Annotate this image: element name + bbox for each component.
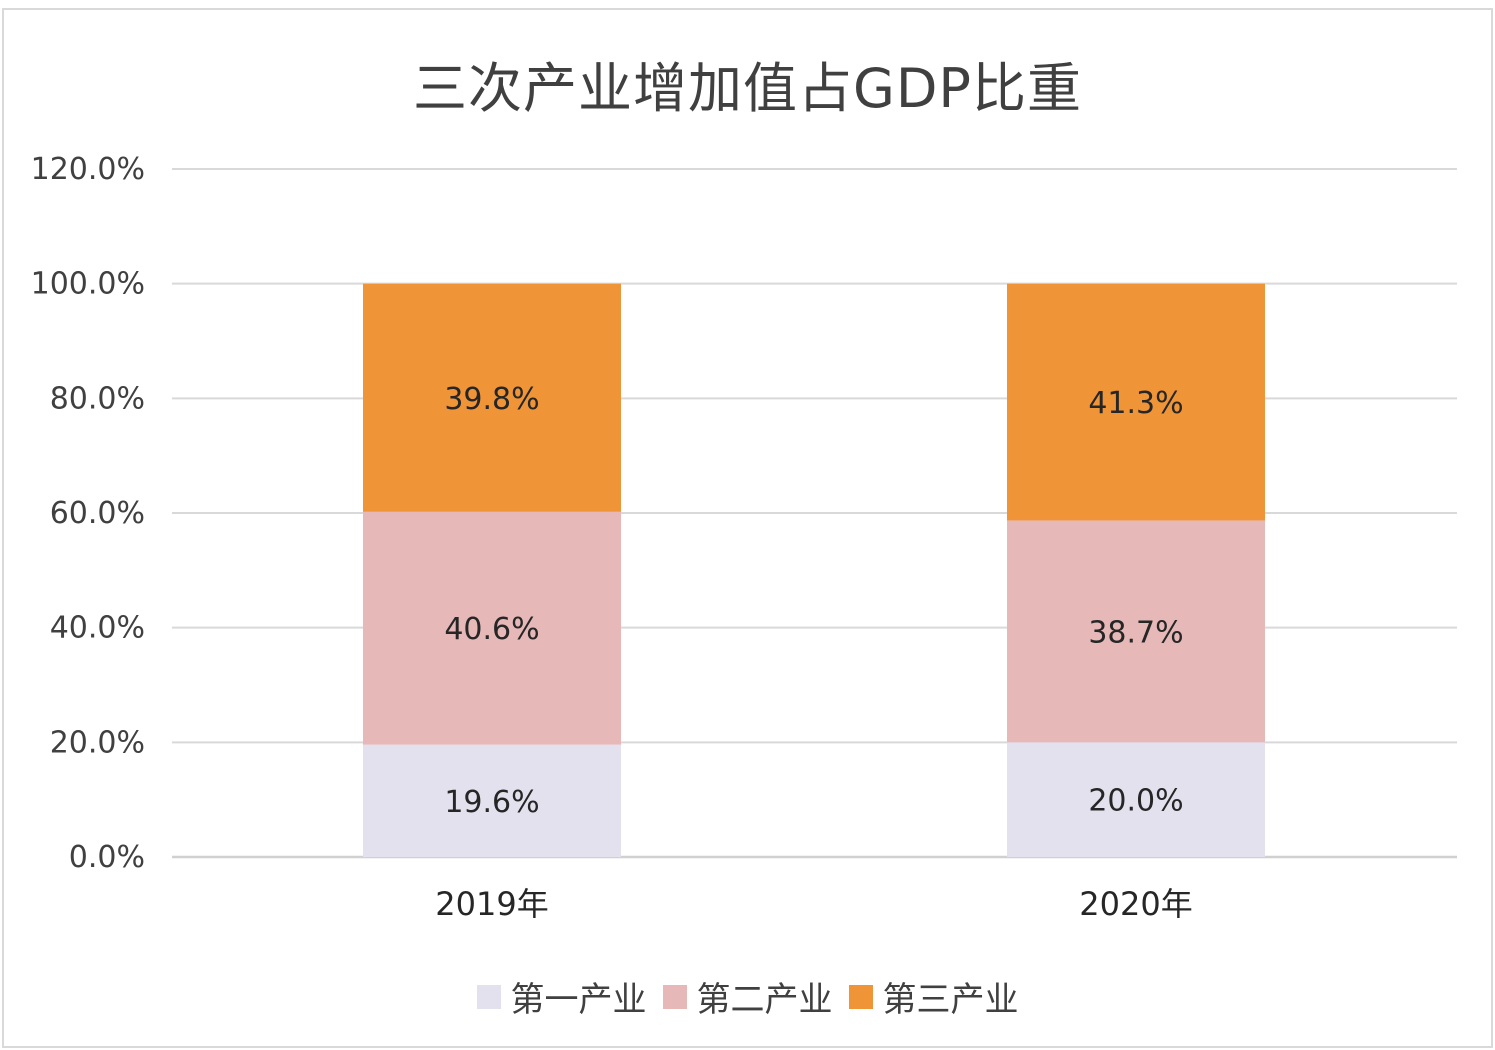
data-label: 40.6% <box>444 612 539 647</box>
y-tick-label: 120.0% <box>31 152 145 187</box>
bar-segment <box>1007 283 1265 521</box>
x-axis: 2019年 2020年 <box>435 885 1192 923</box>
x-tick-label: 2019年 <box>435 885 548 923</box>
legend-item: 第三产业 <box>848 972 1019 1021</box>
bar-segment <box>1007 520 1265 743</box>
legend-swatch <box>848 984 873 1009</box>
bar-segment <box>1007 742 1265 857</box>
x-tick-label: 2020年 <box>1079 885 1192 923</box>
legend-swatch <box>662 984 687 1009</box>
data-label: 41.3% <box>1088 386 1183 421</box>
legend-swatch <box>476 984 501 1009</box>
y-tick-label: 0.0% <box>69 840 145 875</box>
bar-segment <box>363 511 621 745</box>
bars <box>363 283 1265 857</box>
data-label: 20.0% <box>1088 784 1183 819</box>
y-tick-label: 60.0% <box>50 496 145 531</box>
data-labels: 19.6% 40.6% 39.8% 20.0% 38.7% 41.3% <box>444 382 1183 820</box>
legend-label: 第二产业 <box>696 980 833 1020</box>
y-tick-label: 100.0% <box>31 267 145 302</box>
data-label: 39.8% <box>444 382 539 417</box>
chart-title: 三次产业增加值占GDP比重 <box>413 57 1082 120</box>
bar-segment <box>363 283 621 512</box>
legend-label: 第一产业 <box>510 980 647 1020</box>
y-axis: 0.0% 20.0% 40.0% 60.0% 80.0% 100.0% 120.0% <box>31 152 145 875</box>
legend: 第一产业 第二产业 第三产业 <box>0 972 1495 1021</box>
bar-segment <box>363 744 621 857</box>
y-tick-label: 20.0% <box>50 725 145 760</box>
legend-item: 第二产业 <box>662 972 833 1021</box>
legend-label: 第三产业 <box>882 980 1019 1020</box>
data-label: 19.6% <box>444 785 539 820</box>
y-tick-label: 80.0% <box>50 381 145 416</box>
data-label: 38.7% <box>1088 615 1183 650</box>
legend-item: 第一产业 <box>476 972 647 1021</box>
y-tick-label: 40.0% <box>50 611 145 646</box>
